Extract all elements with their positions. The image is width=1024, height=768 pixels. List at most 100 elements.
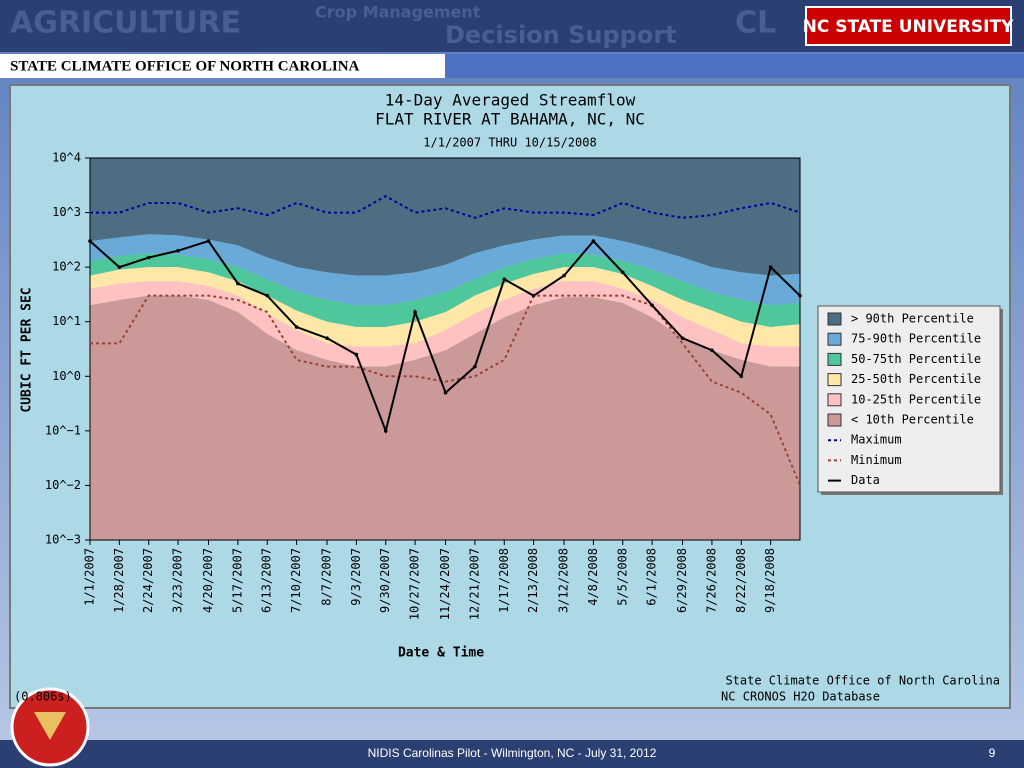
percentile-band	[90, 295, 800, 540]
x-tick-label: 5/17/2007	[230, 548, 244, 613]
data-point	[176, 248, 180, 253]
envelope-line	[90, 294, 801, 486]
credit: NC CRONOS H2O Database	[721, 690, 880, 704]
envelope-line	[90, 194, 801, 219]
y-tick-label: 10^−1	[45, 423, 81, 437]
x-tick-label: 7/26/2008	[704, 548, 718, 613]
header-word: Decision Support	[445, 21, 677, 49]
legend-label: Maximum	[851, 433, 902, 447]
legend-swatch	[827, 312, 842, 326]
x-tick-label: 1/17/2008	[497, 548, 511, 613]
x-tick-label: 1/28/2007	[112, 548, 126, 613]
data-point	[383, 429, 388, 433]
data-point	[650, 303, 654, 308]
percentile-band	[90, 234, 800, 306]
legend-box	[817, 305, 1001, 493]
legend-swatch	[827, 413, 842, 427]
data-point	[502, 277, 507, 282]
header-word: Crop Management	[315, 3, 481, 22]
x-tick-label: 12/21/2007	[467, 548, 481, 620]
legend-label: > 90th Percentile	[851, 312, 974, 326]
x-tick-label: 9/3/2007	[349, 548, 363, 606]
data-point	[798, 293, 802, 298]
x-tick-label: 8/22/2008	[734, 548, 748, 613]
y-tick-label: 10^2	[52, 260, 81, 274]
x-tick-label: 9/30/2007	[378, 548, 392, 613]
y-axis-label: CUBIC FT PER SEC	[20, 287, 35, 412]
data-point	[531, 293, 536, 298]
data-point	[294, 325, 299, 329]
legend-label: 50-75th Percentile	[851, 352, 981, 366]
data-point	[117, 265, 122, 269]
legend-swatch	[827, 393, 842, 407]
y-tick-label: 10^3	[52, 205, 81, 219]
x-tick-label: 5/5/2008	[615, 548, 629, 606]
data-point	[236, 281, 240, 286]
credit: State Climate Office of North Carolina	[725, 674, 1000, 688]
percentile-band	[90, 267, 800, 347]
logo-text: NC STATE UNIVERSITY	[803, 17, 1014, 37]
y-tick-label: 10^0	[52, 369, 81, 383]
footer-text: NIDIS Carolinas Pilot - Wilmington, NC -…	[368, 746, 657, 760]
x-axis-label: Date & Time	[398, 646, 484, 661]
data-point	[620, 270, 625, 275]
page-number: 9	[989, 746, 996, 760]
data-point	[206, 239, 211, 243]
x-tick-label: 8/7/2007	[320, 548, 334, 606]
x-tick-label: 10/27/2007	[408, 548, 422, 620]
data-point	[768, 265, 773, 269]
plot-border	[89, 157, 801, 541]
legend-swatch	[827, 352, 842, 366]
percentile-band	[90, 281, 800, 367]
footer-band	[0, 740, 1024, 768]
x-tick-label: 3/23/2007	[171, 548, 185, 613]
x-tick-label: 1/1/2007	[83, 548, 97, 606]
legend-label: 25-50th Percentile	[851, 372, 981, 386]
extension-logo-mark	[34, 712, 66, 740]
legend-label: < 10th Percentile	[851, 413, 974, 427]
banner-text: STATE CLIMATE OFFICE OF NORTH CAROLINA	[10, 58, 360, 74]
y-tick-label: 10^1	[52, 314, 81, 328]
data-point	[325, 336, 329, 340]
header-word: CL	[735, 6, 776, 41]
legend-label: 75-90th Percentile	[851, 332, 981, 346]
data-point	[88, 239, 92, 243]
x-tick-label: 6/13/2007	[260, 548, 274, 613]
x-tick-label: 4/20/2007	[201, 548, 215, 613]
data-point	[413, 310, 417, 314]
x-tick-label: 2/24/2007	[141, 548, 155, 613]
x-tick-label: 2/13/2008	[526, 548, 540, 613]
legend-swatch	[827, 373, 842, 387]
legend-swatch	[827, 332, 842, 346]
y-tick-label: 10^−3	[45, 533, 81, 547]
legend-label: Minimum	[851, 453, 902, 467]
data-point	[710, 348, 714, 353]
x-tick-label: 11/24/2007	[438, 548, 452, 620]
x-tick-label: 6/1/2008	[645, 548, 659, 606]
chart-subtitle: FLAT RIVER AT BAHAMA, NC, NC	[375, 110, 645, 129]
timing: (0.806s)	[14, 690, 72, 704]
data-point	[562, 273, 566, 278]
x-tick-label: 3/12/2008	[557, 548, 571, 613]
data-point	[591, 239, 596, 243]
x-tick-label: 4/8/2008	[586, 548, 600, 606]
data-point	[739, 374, 744, 379]
chart-title: 14-Day Averaged Streamflow	[385, 91, 636, 110]
y-tick-label: 10^−2	[45, 478, 81, 492]
legend-label: 10-25th Percentile	[851, 392, 981, 406]
chart-period: 1/1/2007 THRU 10/15/2008	[423, 136, 596, 150]
data-point	[443, 390, 448, 395]
percentile-band	[90, 158, 800, 276]
y-tick-label: 10^4	[52, 151, 81, 165]
data-point	[354, 352, 359, 357]
data-point	[473, 364, 477, 369]
banner-box	[0, 54, 445, 78]
data-point	[680, 336, 685, 340]
header-word: AGRICULTURE	[10, 6, 241, 41]
logo-box	[805, 6, 1012, 46]
x-tick-label: 9/18/2008	[763, 548, 777, 613]
legend-label: Data	[851, 473, 880, 487]
data-point	[265, 293, 270, 298]
